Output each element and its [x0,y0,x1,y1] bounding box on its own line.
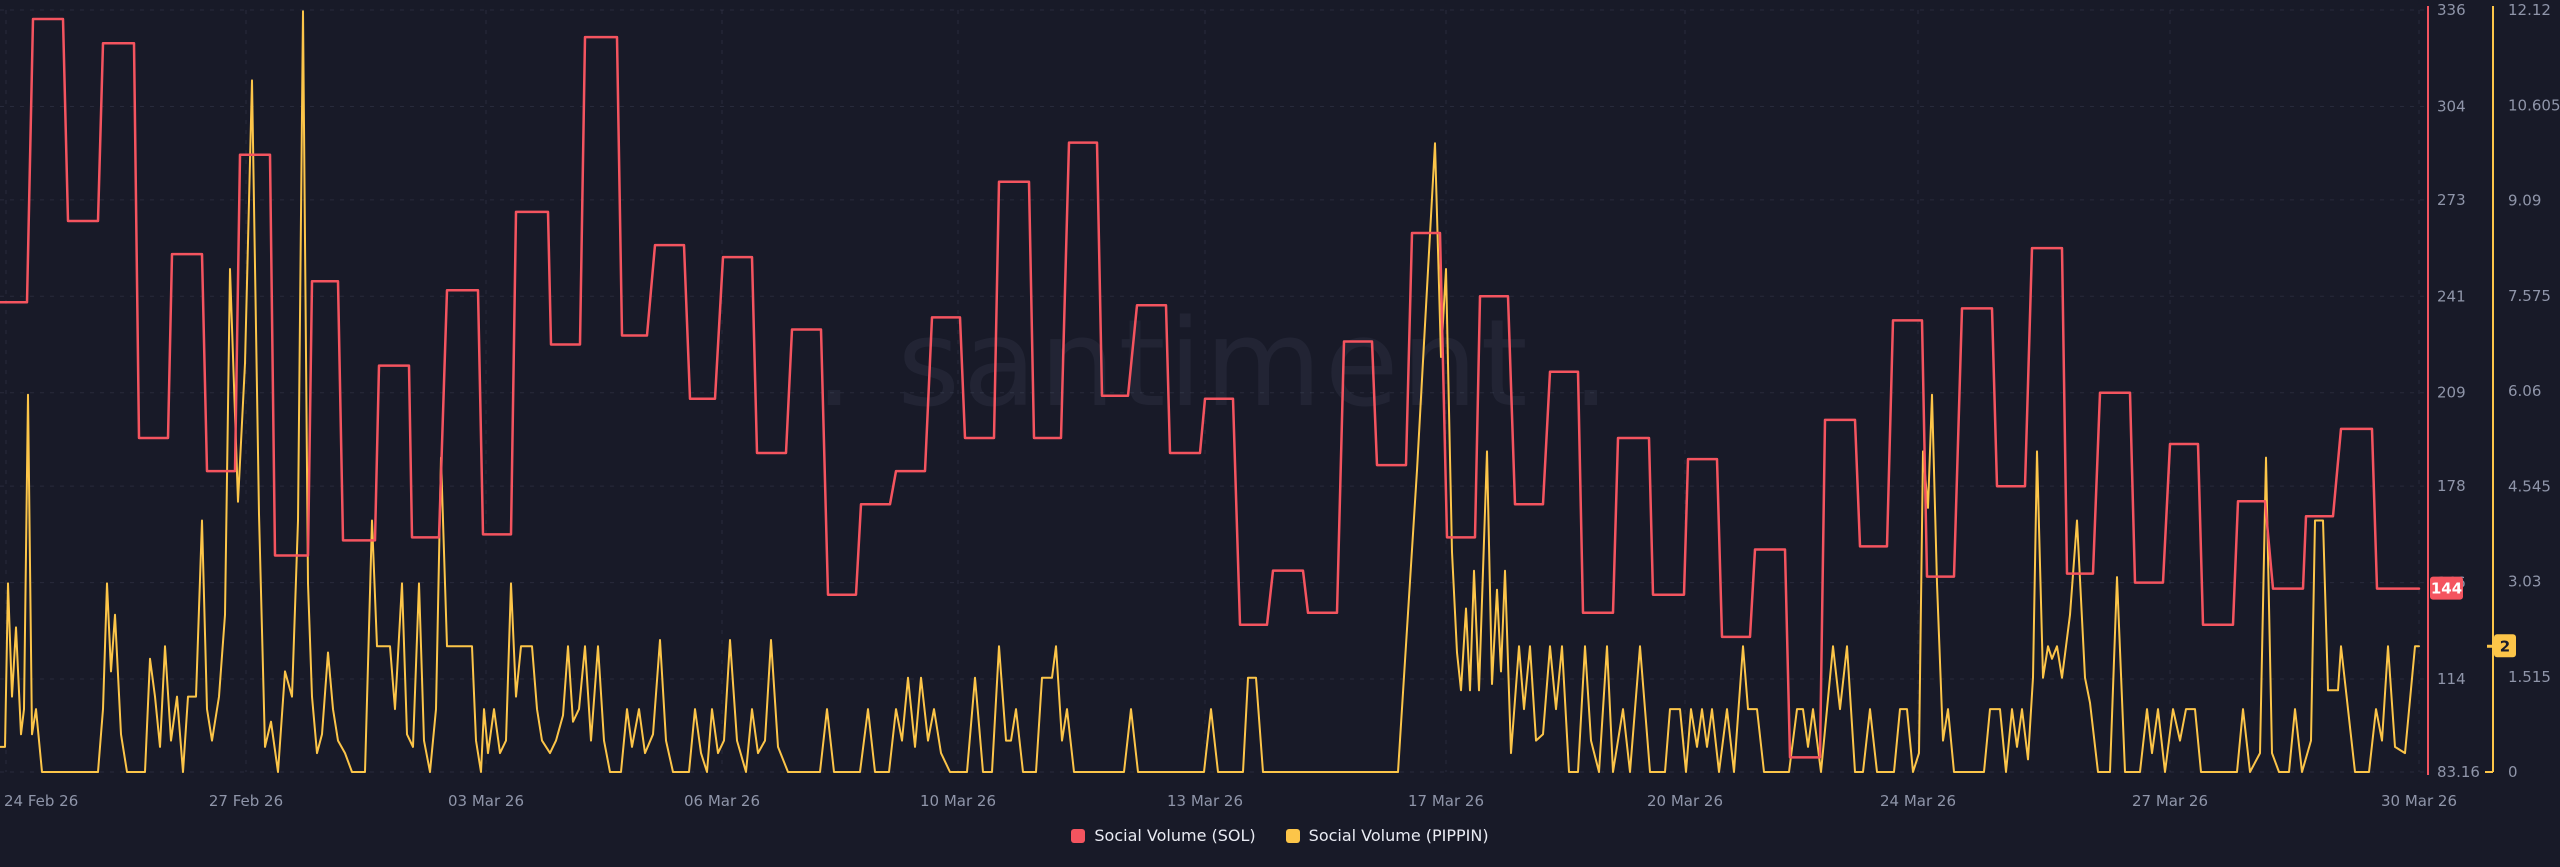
x-axis-date-label: 17 Mar 26 [1408,792,1484,810]
y-axis-left-tick-label: 209 [2437,384,2466,402]
y-axis-left-tick-label: 178 [2437,477,2466,495]
x-axis-date-label: 24 Mar 26 [1880,792,1956,810]
sol-swatch-icon [1071,828,1086,843]
y-axis-right-tick-label: 0 [2508,763,2518,781]
x-axis-date-label: 27 Feb 26 [209,792,283,810]
y-axis-right-tick-label: 3.03 [2508,573,2541,591]
y-axis-right-tick-label: 12.12 [2508,1,2551,19]
y-axis-left-tick-label: 241 [2437,287,2466,305]
y-axis-right-tick-label: 1.515 [2508,668,2551,686]
y-axis-right-tick-label: 10.605 [2508,96,2560,114]
pippin-badge-rect [2494,634,2516,658]
sol-current-value-badge: 144 [2430,576,2463,600]
legend-item-sol[interactable]: Social Volume (SOL) [1071,826,1256,845]
y-axis-left-tick-label: 304 [2437,97,2466,115]
y-axis-right-labels: 12.12 10.605 9.09 7.575 6.06 4.545 3.03 1.515 0 [2508,1,2560,781]
x-axis-date-label: 20 Mar 26 [1647,792,1723,810]
y-axis-left-labels: 33630427324120917814611483.16 [2437,1,2480,781]
x-axis-date-label: 06 Mar 26 [684,792,760,810]
sol-badge-rect [2430,576,2463,600]
x-axis-date-label: 10 Mar 26 [920,792,996,810]
y-axis-right-tick-label: 6.06 [2508,382,2541,400]
x-axis-date-label: 13 Mar 26 [1167,792,1243,810]
y-axis-left-tick-label: 114 [2437,670,2466,688]
y-axis-left-tick-label: 273 [2437,191,2466,209]
legend-label-sol: Social Volume (SOL) [1094,826,1256,845]
legend-label-pippin: Social Volume (PIPPIN) [1308,826,1489,845]
x-axis-date-label: 30 Mar 26 [2381,792,2457,810]
x-axis-date-label: 03 Mar 26 [448,792,524,810]
pippin-swatch-icon [1285,828,1300,843]
x-axis-date-label: 27 Mar 26 [2132,792,2208,810]
grid-lines [0,9,2428,773]
sol-badge-value: 144 [2431,580,2462,598]
pippin-series-line [0,10,2420,773]
y-axis-right-tick-label: 9.09 [2508,192,2541,210]
x-axis-labels: 24 Feb 26 27 Feb 26 03 Mar 26 06 Mar 26 10 M… [4,792,2457,810]
y-axis-right-tick-label: 7.575 [2508,287,2551,305]
y-axis-left-tick-label: 336 [2437,1,2466,19]
legend-item-pippin[interactable]: Social Volume (PIPPIN) [1285,826,1489,845]
x-axis-date-label: 24 Feb 26 [4,792,78,810]
y-axis-right-tick-label: 4.545 [2508,477,2551,495]
y-axis-left-tick-label: 83.16 [2437,763,2480,781]
chart-legend: Social Volume (SOL) Social Volume (PIPPI… [0,826,2560,845]
sol-series-line [0,17,2421,759]
pippin-current-value-badge: 2 [2494,634,2516,658]
pippin-badge-value: 2 [2500,637,2510,655]
